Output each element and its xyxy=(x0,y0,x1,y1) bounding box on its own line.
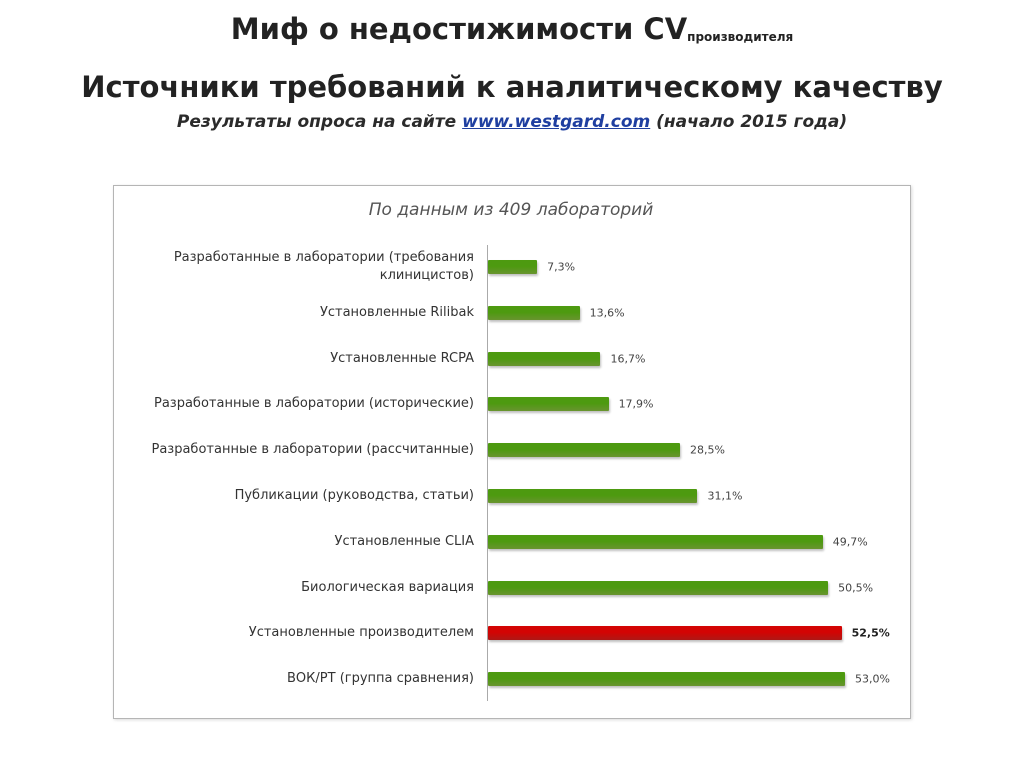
category-label: Разработанные в лаборатории (требования … xyxy=(173,250,474,283)
category-label: Установленные Rilibak xyxy=(319,304,474,320)
category-axis xyxy=(487,245,488,701)
note: Результаты опроса на сайте www.westgard.… xyxy=(0,112,1024,132)
note-link[interactable]: www.westgard.com xyxy=(462,112,651,132)
bar xyxy=(488,534,823,549)
bar xyxy=(488,443,680,458)
bar xyxy=(488,351,601,366)
value-label: 13,6% xyxy=(589,306,625,320)
bar xyxy=(488,580,829,595)
category-label: Публикации (руководства, статьи) xyxy=(234,488,474,503)
bar xyxy=(488,672,845,687)
note-prefix: Результаты опроса на сайте xyxy=(176,112,457,132)
value-label: 28,5% xyxy=(689,443,725,457)
category-label: Установленные CLIA xyxy=(334,533,474,549)
category-label: Разработанные в лаборатории (рассчитанны… xyxy=(151,442,475,458)
chart-frame xyxy=(113,185,911,719)
value-label: 50,5% xyxy=(838,581,874,595)
value-label: 53,0% xyxy=(855,672,890,686)
value-label: 7,3% xyxy=(547,260,576,274)
value-label: 49,7% xyxy=(832,535,868,549)
bar xyxy=(488,260,538,274)
bar xyxy=(488,305,580,320)
title: Миф о недостижимости CVпроизводителя xyxy=(0,12,1024,46)
value-label: 31,1% xyxy=(707,489,743,503)
value-label: 52,5% xyxy=(851,626,890,640)
subtitle: Источники требований к аналитическому ка… xyxy=(81,70,943,104)
category-label: Установленные RCPA xyxy=(330,350,474,366)
chart-title: По данным из 409 лабораторий xyxy=(368,200,654,220)
title-subscript: производителя xyxy=(687,30,794,44)
note-suffix: (начало 2015 года) xyxy=(656,112,848,132)
bar xyxy=(488,397,609,412)
title-text: Миф о недостижимости CV xyxy=(230,12,688,46)
bar xyxy=(488,489,698,503)
category-label: Установленные производителем xyxy=(248,625,474,641)
category-label: ВОК/PT (группа сравнения) xyxy=(287,671,474,687)
bar xyxy=(488,626,842,641)
category-label: Биологическая вариация xyxy=(301,579,474,595)
value-label: 16,7% xyxy=(610,352,646,366)
category-label: Разработанные в лаборатории (исторически… xyxy=(154,396,474,412)
value-label: 17,9% xyxy=(618,397,654,411)
